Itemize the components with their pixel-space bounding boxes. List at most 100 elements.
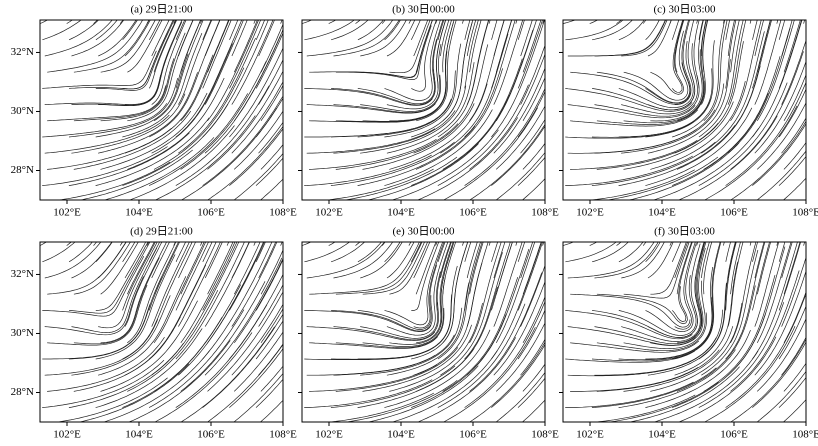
streamline: [491, 242, 499, 262]
streamline: [703, 325, 796, 422]
streamline: [204, 20, 221, 57]
streamline: [200, 242, 203, 246]
streamline: [674, 20, 685, 73]
streamline: [756, 150, 806, 200]
streamline: [207, 125, 283, 200]
streamline: [151, 260, 231, 376]
streamline: [547, 200, 549, 202]
streamline: [304, 379, 433, 408]
x-tick-label: 108°E: [792, 207, 818, 219]
streamline: [122, 20, 138, 41]
streamline: [282, 260, 283, 262]
streamline: [153, 242, 179, 295]
streamline: [68, 277, 162, 360]
streamline: [783, 362, 806, 392]
streamline: [333, 242, 394, 279]
streamlines: [563, 20, 806, 200]
streamline: [756, 102, 806, 170]
streamline: [701, 20, 709, 105]
streamline: [44, 114, 170, 154]
streamline: [520, 264, 545, 327]
streamline: [153, 242, 205, 344]
streamline: [47, 85, 167, 122]
streamline: [71, 93, 186, 154]
streamline: [592, 242, 629, 263]
x-tick-label: 104°E: [125, 429, 153, 441]
streamline: [547, 373, 549, 376]
streamline: [517, 20, 543, 89]
streamline: [589, 242, 598, 246]
streamline: [386, 20, 416, 57]
streamline: [71, 242, 113, 279]
streamline: [496, 20, 537, 121]
streamline: [68, 20, 100, 41]
streamline: [207, 20, 230, 73]
streamline: [442, 107, 539, 200]
streamline: [124, 242, 147, 279]
streamline: [623, 326, 734, 392]
streamline: [231, 20, 274, 105]
streamline: [565, 20, 624, 41]
streamline: [95, 242, 113, 263]
streamline: [151, 242, 170, 279]
map-panel: (e) 30日00:00 102°E 104°E 106°E 108°E: [298, 226, 559, 441]
streamline: [413, 20, 444, 106]
streamline: [309, 336, 438, 349]
streamline: [253, 242, 256, 246]
streamline: [415, 286, 498, 392]
streamline: [547, 50, 549, 56]
streamline: [752, 20, 758, 40]
streamline: [674, 242, 696, 330]
streamline: [650, 248, 706, 346]
streamline: [95, 254, 176, 360]
streamline: [621, 83, 725, 154]
streamline: [146, 242, 150, 246]
streamline: [202, 20, 269, 138]
streamline: [411, 20, 437, 92]
map-frame: [301, 241, 546, 423]
streamline: [410, 20, 421, 40]
streamline: [594, 20, 667, 57]
streamline: [754, 242, 780, 327]
streamline: [389, 83, 488, 170]
streamline: [469, 341, 545, 422]
streamline: [154, 115, 256, 200]
streamline: [175, 20, 201, 89]
streamline: [605, 156, 719, 200]
streamline: [148, 93, 249, 186]
streamline: [69, 242, 151, 314]
streamline: [233, 110, 283, 170]
streamline: [258, 242, 277, 279]
x-tick-label: 106°E: [720, 429, 748, 441]
streamline: [360, 85, 467, 154]
streamline: [384, 242, 444, 326]
streamline: [330, 141, 455, 186]
streamline: [642, 242, 647, 246]
streamline: [122, 242, 136, 262]
streamline: [416, 117, 519, 200]
streamline: [522, 20, 542, 73]
streamline: [592, 394, 696, 422]
streamline: [727, 246, 786, 376]
streamline: [148, 242, 217, 360]
streamline: [616, 20, 622, 24]
streamline: [68, 242, 93, 263]
streamline: [462, 242, 464, 246]
streamline: [362, 277, 446, 347]
x-tick-label: 108°E: [269, 429, 297, 441]
streamline: [151, 20, 170, 57]
streamline: [229, 348, 283, 408]
streamline: [493, 242, 506, 279]
streamline: [493, 280, 545, 376]
streamline: [204, 242, 223, 279]
streamline: [202, 313, 283, 408]
streamline: [694, 242, 705, 311]
streamline: [366, 143, 479, 200]
streamline: [645, 20, 660, 41]
streamline: [669, 20, 672, 24]
streamline: [596, 349, 720, 392]
streamline: [671, 92, 769, 186]
streamline: [783, 291, 806, 343]
streamline: [547, 102, 549, 105]
streamline: [517, 20, 525, 40]
